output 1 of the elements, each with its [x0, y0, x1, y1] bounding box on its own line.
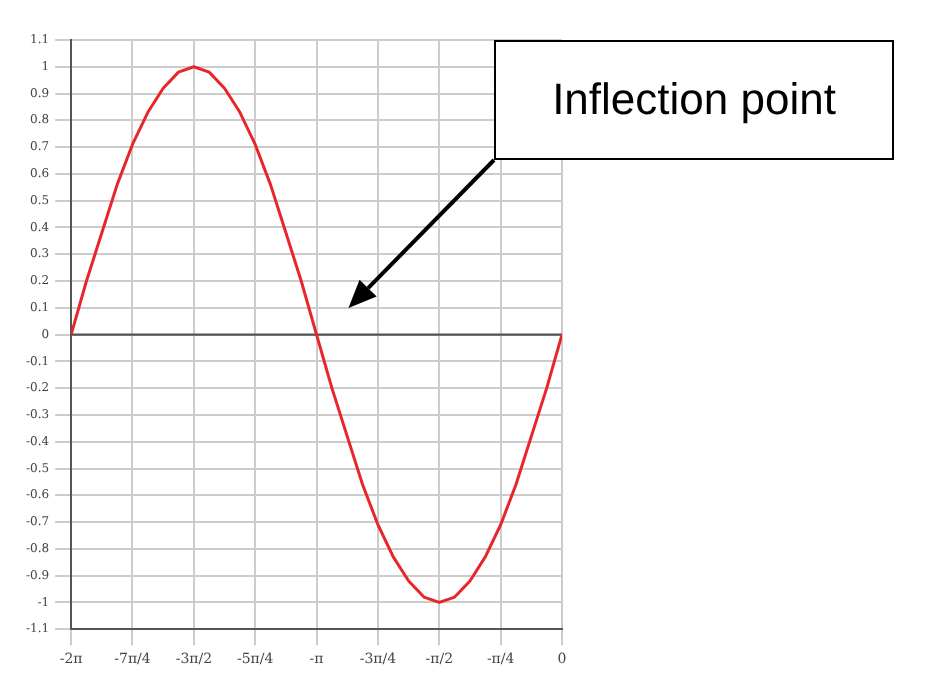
- annotation: Inflection point: [494, 40, 894, 160]
